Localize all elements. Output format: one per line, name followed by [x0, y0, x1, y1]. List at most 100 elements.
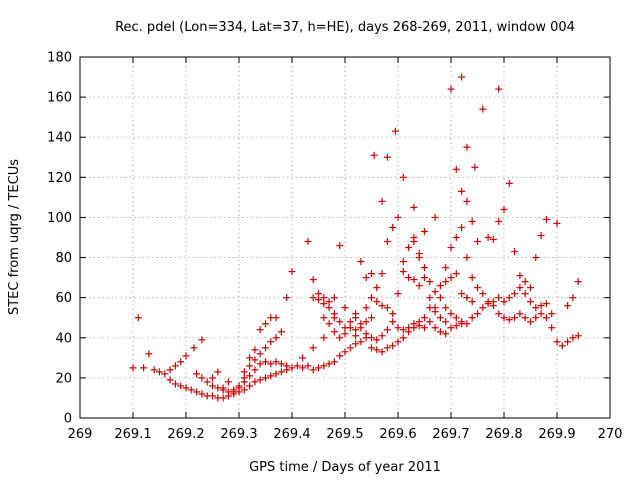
data-point — [171, 362, 179, 370]
data-point — [447, 244, 455, 252]
tick-layer — [79, 56, 611, 419]
data-point — [431, 324, 439, 332]
data-point — [235, 384, 243, 392]
data-point — [495, 217, 503, 225]
data-point — [288, 268, 296, 276]
data-point — [203, 378, 211, 386]
data-point — [421, 227, 428, 235]
data-point — [193, 388, 201, 396]
data-point — [267, 372, 275, 380]
data-point — [171, 380, 179, 388]
data-point — [383, 326, 391, 334]
data-point — [240, 386, 248, 394]
data-point — [436, 328, 444, 336]
data-point — [447, 274, 455, 282]
x-tick-label: 269.6 — [379, 427, 416, 442]
data-point — [421, 314, 428, 322]
x-tick-label: 269.2 — [167, 427, 204, 442]
data-point — [262, 320, 269, 328]
data-point — [336, 334, 344, 342]
data-point — [224, 378, 232, 386]
x-tick-label: 269.1 — [114, 427, 151, 442]
data-point — [330, 358, 338, 366]
data-point — [129, 364, 137, 372]
data-point — [352, 326, 360, 334]
data-point — [442, 318, 450, 326]
data-point — [410, 238, 418, 246]
data-point — [532, 254, 540, 262]
y-tick-label: 80 — [55, 251, 72, 266]
data-point — [537, 302, 545, 310]
data-point — [489, 236, 497, 244]
data-point — [426, 304, 434, 312]
data-point — [468, 314, 476, 322]
data-point — [309, 276, 317, 284]
data-point — [240, 374, 248, 382]
data-point — [362, 304, 370, 312]
data-point — [548, 324, 556, 332]
data-point — [410, 203, 418, 211]
data-point — [373, 298, 381, 306]
data-point — [431, 308, 439, 316]
data-point — [193, 370, 201, 378]
data-point — [505, 294, 513, 302]
data-point — [532, 304, 540, 312]
data-point — [246, 354, 254, 362]
data-point — [267, 338, 275, 346]
data-point — [256, 350, 264, 358]
data-point — [484, 298, 492, 306]
x-tick-label: 269 — [68, 427, 93, 442]
x-tick-labels: 269 269.1 269.2 269.3 269.4 269.5 269.6 269.7 26… — [68, 427, 623, 442]
data-point — [516, 284, 524, 292]
data-point — [336, 242, 344, 250]
data-point — [463, 294, 471, 302]
data-point — [288, 364, 296, 372]
data-point — [511, 248, 519, 256]
data-point — [140, 364, 148, 372]
data-point — [341, 304, 349, 312]
data-point — [511, 314, 519, 322]
data-point — [394, 338, 402, 346]
chart-title: Rec. pdel (Lon=334, Lat=37, h=HE), days … — [115, 20, 575, 35]
data-point — [330, 328, 338, 336]
data-point — [537, 231, 545, 239]
data-point — [383, 344, 391, 352]
data-point — [542, 300, 550, 308]
data-point — [553, 338, 561, 346]
data-point — [442, 278, 450, 286]
data-point — [182, 384, 190, 392]
data-point — [309, 344, 317, 352]
data-point — [410, 276, 418, 284]
data-point — [458, 223, 466, 231]
data-point — [209, 374, 216, 382]
data-point — [389, 318, 397, 326]
data-point — [368, 294, 375, 302]
data-point — [442, 264, 450, 272]
data-point — [521, 314, 529, 322]
data-point — [447, 85, 455, 93]
data-point — [272, 334, 280, 342]
data-point — [378, 197, 386, 205]
data-point — [272, 370, 280, 378]
data-point — [341, 348, 349, 356]
data-point — [426, 278, 434, 286]
data-point — [156, 368, 163, 376]
data-point — [320, 334, 328, 342]
data-point — [320, 294, 328, 302]
x-tick-label: 270 — [598, 427, 623, 442]
data-point — [325, 360, 333, 368]
data-point — [442, 304, 450, 312]
data-point — [447, 310, 455, 318]
data-point — [177, 382, 185, 390]
data-point — [251, 356, 259, 364]
data-point — [320, 314, 328, 322]
data-point — [161, 370, 169, 378]
data-point — [495, 310, 503, 318]
data-point — [415, 282, 423, 290]
data-point — [521, 278, 529, 286]
data-point — [177, 358, 185, 366]
data-point — [320, 362, 328, 370]
data-point — [452, 322, 460, 330]
data-point — [447, 324, 455, 332]
data-point — [553, 219, 561, 227]
